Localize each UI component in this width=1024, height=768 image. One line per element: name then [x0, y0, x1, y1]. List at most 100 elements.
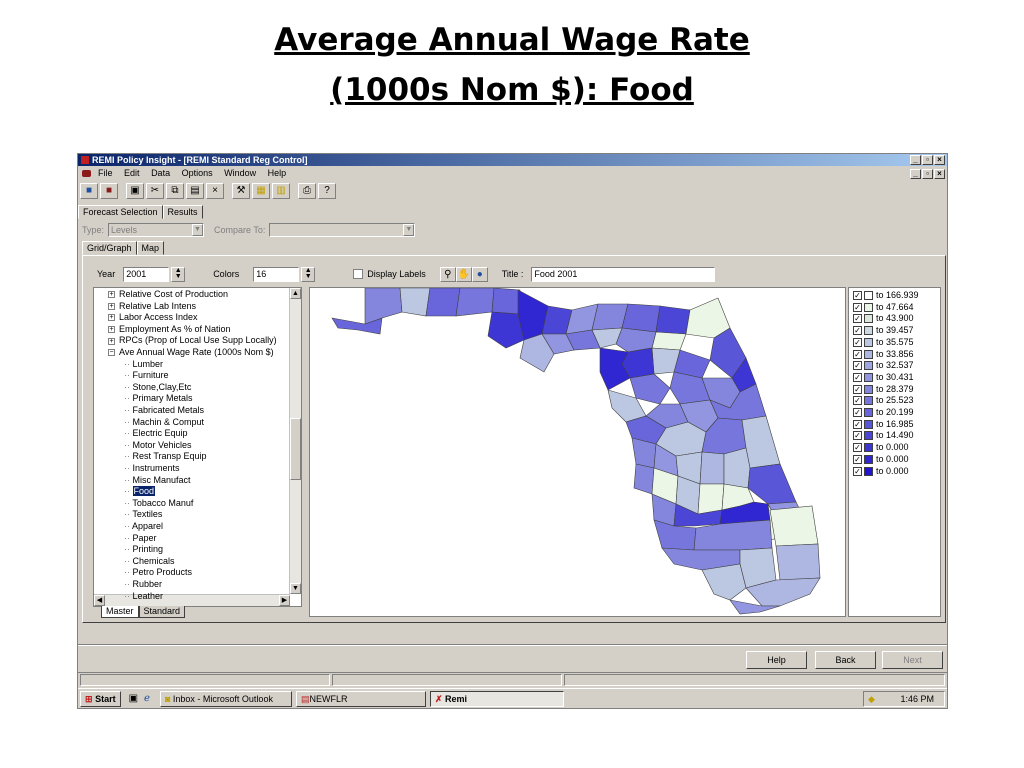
- paste-icon[interactable]: ▤: [186, 183, 204, 199]
- legend-checkbox[interactable]: ✓: [853, 454, 862, 464]
- legend-checkbox[interactable]: ✓: [853, 372, 862, 382]
- menu-data[interactable]: Data: [151, 168, 171, 178]
- legend-checkbox[interactable]: ✓: [853, 466, 862, 476]
- legend-checkbox[interactable]: ✓: [853, 337, 862, 347]
- tree-child-item[interactable]: ·· Food: [124, 485, 156, 497]
- tab-map[interactable]: Map: [136, 241, 165, 255]
- print-icon[interactable]: ⎙: [298, 183, 316, 199]
- year-field[interactable]: 2001: [123, 266, 170, 282]
- zoom-icon[interactable]: ⚲: [439, 266, 456, 282]
- tree-child-item[interactable]: ·· Misc Manufact: [124, 474, 191, 486]
- tree-child-item[interactable]: ·· Rubber: [124, 578, 162, 590]
- tree-child-item[interactable]: ·· Chemicals: [124, 555, 175, 567]
- tree-child-item[interactable]: ·· Furniture: [124, 369, 169, 381]
- year-spinner[interactable]: ▲ ▼: [171, 266, 186, 282]
- menu-window[interactable]: Window: [224, 168, 257, 178]
- run-icon[interactable]: ⚒: [232, 183, 250, 199]
- tree-child-item[interactable]: ·· Instruments: [124, 462, 180, 474]
- tree-child-item[interactable]: ·· Printing: [124, 543, 163, 555]
- scroll-down-icon[interactable]: ▼: [290, 583, 301, 594]
- next-button[interactable]: Next: [882, 651, 943, 669]
- tree-horizontal-scrollbar[interactable]: ◀ ▶: [94, 594, 290, 606]
- scroll-left-icon[interactable]: ◀: [94, 595, 105, 606]
- tree-vertical-scrollbar[interactable]: ▲ ▼: [289, 288, 301, 594]
- maximize-button[interactable]: ▫: [922, 155, 933, 165]
- legend-checkbox[interactable]: ✓: [853, 361, 862, 371]
- menu-file[interactable]: File: [98, 168, 113, 178]
- legend-checkbox[interactable]: ✓: [853, 384, 862, 394]
- sheet-tab-master[interactable]: Master: [101, 606, 139, 618]
- internet-explorer-icon[interactable]: ℯ: [144, 693, 150, 704]
- tree-child-item[interactable]: ·· Electric Equip: [124, 427, 188, 439]
- compare-select[interactable]: ▼: [269, 223, 416, 237]
- legend-checkbox[interactable]: ✓: [853, 431, 862, 441]
- tree-child-item[interactable]: ·· Apparel: [124, 520, 163, 532]
- tree-parent-item[interactable]: + Relative Cost of Production: [108, 288, 228, 300]
- task-outlook[interactable]: ◙ Inbox - Microsoft Outlook: [159, 690, 292, 707]
- back-button[interactable]: Back: [815, 651, 876, 669]
- tab-forecast-selection[interactable]: Forecast Selection: [78, 205, 163, 219]
- legend-checkbox[interactable]: ✓: [853, 419, 862, 429]
- tree-parent-item[interactable]: + Employment As % of Nation: [108, 323, 231, 335]
- tree-child-item[interactable]: ·· Stone,Clay,Etc: [124, 381, 191, 393]
- chart-icon[interactable]: ▥: [272, 183, 290, 199]
- copy-icon[interactable]: ⧉: [166, 183, 184, 199]
- doc-minimize-button[interactable]: _: [910, 169, 921, 179]
- tree-child-item[interactable]: ·· Tobacco Manuf: [124, 497, 193, 509]
- tree-parent-item[interactable]: + Relative Lab Intens: [108, 300, 196, 312]
- tree-child-item[interactable]: ·· Fabricated Metals: [124, 404, 204, 416]
- tray-network-icon[interactable]: ◆: [868, 694, 875, 704]
- legend-checkbox[interactable]: ✓: [853, 314, 862, 324]
- legend-checkbox[interactable]: ✓: [853, 349, 862, 359]
- legend-checkbox[interactable]: ✓: [853, 396, 862, 406]
- expand-icon[interactable]: +: [108, 325, 115, 333]
- sheet-tab-standard[interactable]: Standard: [138, 606, 186, 618]
- collapse-icon[interactable]: −: [108, 349, 115, 357]
- scroll-up-icon[interactable]: ▲: [290, 288, 301, 299]
- expand-icon[interactable]: +: [108, 314, 115, 322]
- close-button[interactable]: ×: [934, 155, 945, 165]
- menu-help[interactable]: Help: [267, 168, 287, 178]
- menu-edit[interactable]: Edit: [124, 168, 140, 178]
- desktop-icon[interactable]: ▣: [128, 693, 139, 704]
- tree-parent-item[interactable]: + RPCs (Prop of Local Use Supp Locally): [108, 334, 277, 346]
- tree-child-item[interactable]: ·· Primary Metals: [124, 392, 193, 404]
- pan-hand-icon[interactable]: ✋: [455, 266, 472, 282]
- tree-child-item[interactable]: ·· Machin & Comput: [124, 416, 204, 428]
- legend-checkbox[interactable]: ✓: [853, 302, 862, 312]
- delete-icon[interactable]: ×: [206, 183, 224, 199]
- scroll-thumb[interactable]: [290, 418, 301, 480]
- legend-checkbox[interactable]: ✓: [853, 443, 862, 453]
- expand-icon[interactable]: +: [108, 291, 115, 299]
- cut-icon[interactable]: ✂: [146, 183, 164, 199]
- task-newflr[interactable]: ▤NEWFLR: [295, 690, 426, 707]
- colors-field[interactable]: 16: [253, 266, 300, 282]
- menu-options[interactable]: Options: [181, 168, 213, 178]
- close-folder-icon[interactable]: ■: [100, 183, 118, 199]
- tree-child-item[interactable]: ·· Textiles: [124, 508, 162, 520]
- map-title-field[interactable]: Food 2001: [531, 266, 716, 282]
- tree-parent-item[interactable]: + Labor Access Index: [108, 311, 198, 323]
- help-icon[interactable]: ?: [318, 183, 336, 199]
- tree-child-item[interactable]: ·· Rest Transp Equip: [124, 450, 207, 462]
- globe-icon[interactable]: ●: [471, 266, 488, 282]
- start-button[interactable]: ⊞ Start: [80, 690, 121, 707]
- help-button[interactable]: Help: [746, 651, 807, 669]
- tab-grid-graph[interactable]: Grid/Graph: [82, 241, 137, 255]
- legend-checkbox[interactable]: ✓: [853, 291, 862, 300]
- type-select[interactable]: Levels ▼: [108, 223, 205, 237]
- tree-parent-item[interactable]: − Ave Annual Wage Rate (1000s Nom $): [108, 346, 274, 358]
- legend-checkbox[interactable]: ✓: [853, 326, 862, 336]
- scroll-right-icon[interactable]: ▶: [279, 595, 290, 606]
- task-remi[interactable]: ✗ Remi: [429, 690, 564, 707]
- tree-child-item[interactable]: ·· Petro Products: [124, 566, 192, 578]
- doc-maximize-button[interactable]: ▫: [922, 169, 933, 179]
- colors-spinner[interactable]: ▲ ▼: [301, 266, 316, 282]
- save-icon[interactable]: ▣: [126, 183, 144, 199]
- florida-county-map[interactable]: [309, 287, 846, 617]
- tree-child-item[interactable]: ·· Paper: [124, 532, 157, 544]
- minimize-button[interactable]: _: [910, 155, 921, 165]
- display-labels-checkbox[interactable]: [353, 269, 364, 279]
- doc-close-button[interactable]: ×: [934, 169, 945, 179]
- tree-child-item[interactable]: ·· Lumber: [124, 358, 163, 370]
